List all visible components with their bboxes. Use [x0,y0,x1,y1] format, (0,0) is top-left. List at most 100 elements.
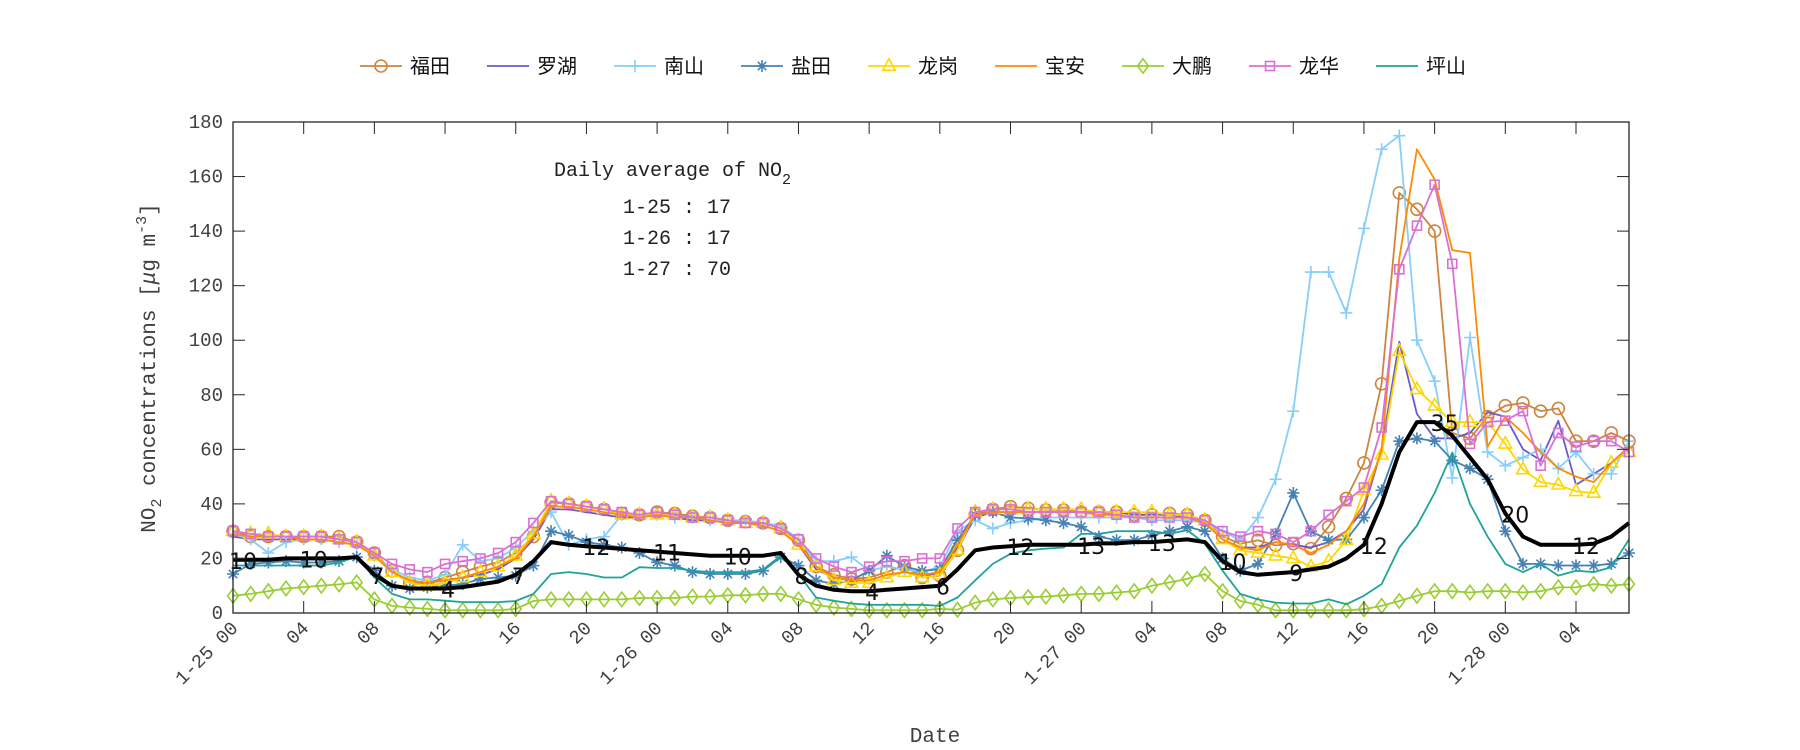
data-point-asterisk [439,579,452,592]
legend-label: 宝安 [1045,54,1085,78]
y-label-sub: 2 [149,499,166,508]
data-point-plus [1322,266,1335,279]
x-tick-label: 08 [1201,618,1233,650]
data-point-asterisk [774,551,787,564]
data-point-square [1181,512,1193,523]
data-point-triangle [1515,460,1531,475]
legend-item: 福田 [360,54,450,78]
data-point-triangle [1144,503,1160,518]
data-point-diamond [509,600,523,618]
data-point-asterisk [1552,559,1565,572]
data-point-square [1535,460,1546,472]
data-point-diamond [739,586,752,604]
data-point-square [846,566,857,578]
average-line-label: 11 [653,542,681,567]
data-point-diamond [1233,592,1247,610]
data-point-triangle [1126,503,1142,518]
x-tick-label: 12 [424,618,456,650]
data-point-square [1146,512,1158,523]
data-point-diamond [438,601,452,619]
data-point-plus [1569,446,1582,459]
data-point-triangle [1444,413,1460,428]
data-point-diamond [898,601,911,619]
data-point-plus [1304,266,1317,279]
data-point-square [704,512,716,523]
y-tick-label: 180 [189,112,223,134]
data-point-diamond [1463,584,1477,602]
data-point-diamond [544,590,558,608]
data-point-square [1358,482,1370,493]
data-point-asterisk [1428,435,1441,448]
data-point-asterisk [333,555,346,568]
data-point-asterisk [244,557,257,570]
data-point-square [634,509,645,521]
data-point-diamond [1251,596,1265,614]
legend-item: 龙岗 [868,54,958,78]
data-point-square [775,523,787,534]
average-line-label: 12 [1007,536,1035,561]
legend-label: 大鹏 [1172,54,1212,78]
x-tick-label: 20 [1413,618,1445,650]
data-point-asterisk [633,546,646,559]
series-1 [232,340,1630,584]
data-point-diamond [332,575,346,593]
average-line-label: 12 [582,536,610,561]
x-axis-label: Date [910,726,960,749]
data-point-asterisk [1004,511,1017,524]
data-point-diamond [1428,582,1442,600]
data-point-asterisk [492,571,505,584]
y-label-sup: -3 [134,216,151,234]
data-point-square [422,566,433,578]
average-line-label: 7 [370,565,384,590]
x-tick-label: 04 [282,618,314,650]
x-tick-label: 04 [706,618,738,650]
data-point-triangle [1373,445,1390,460]
data-point-asterisk [792,559,805,572]
data-point-square [1075,506,1087,518]
data-point-circle [1339,491,1354,506]
annotation-line: 1-25 : 17 [623,197,731,220]
data-point-asterisk [739,567,752,580]
data-point-diamond [1569,578,1583,596]
legend-marker-asterisk [756,60,768,72]
data-point-square [916,553,928,564]
average-line-label: 12 [1360,535,1388,560]
legend-marker-plus [629,60,641,72]
data-point-plus [1499,459,1512,472]
data-point-square [1234,531,1246,542]
data-point-diamond [420,600,434,618]
data-point-square [899,555,910,567]
data-point-square [651,506,663,518]
data-point-diamond [1339,601,1353,619]
data-point-square [333,534,345,545]
data-point-circle [1533,404,1548,418]
data-point-square [810,553,822,564]
plot-area: 10 10 7 4 7 12 11 10 8 4 6 12 13 13 10 9 12 35 20 12 [225,129,1637,619]
x-tick-label: 04 [1555,618,1587,650]
data-point-diamond [562,590,576,608]
data-point-square [1199,514,1211,526]
x-tick-label: 20 [565,618,597,650]
data-point-square [1040,506,1052,518]
legend-marker-triangle [881,57,897,71]
data-point-diamond [1534,582,1548,600]
data-point-diamond [1198,565,1212,583]
x-tick-label: 16 [918,618,950,650]
data-point-diamond [1057,586,1070,604]
average-line-label: 9 [1289,562,1303,587]
data-point-diamond [279,579,293,597]
data-point-triangle [1267,546,1284,561]
data-point-plus [1340,306,1353,319]
data-point-square [1287,536,1299,548]
legend-item: 大鹏 [1122,54,1212,78]
data-point-circle [1410,202,1424,217]
series-average [233,420,1631,594]
data-point-triangle [1586,484,1602,498]
series-line [232,573,1630,612]
data-point-triangle [1603,454,1619,468]
data-point-square [757,517,769,529]
data-point-diamond [1092,585,1106,603]
data-point-square [722,514,734,526]
data-point-asterisk [898,560,911,573]
